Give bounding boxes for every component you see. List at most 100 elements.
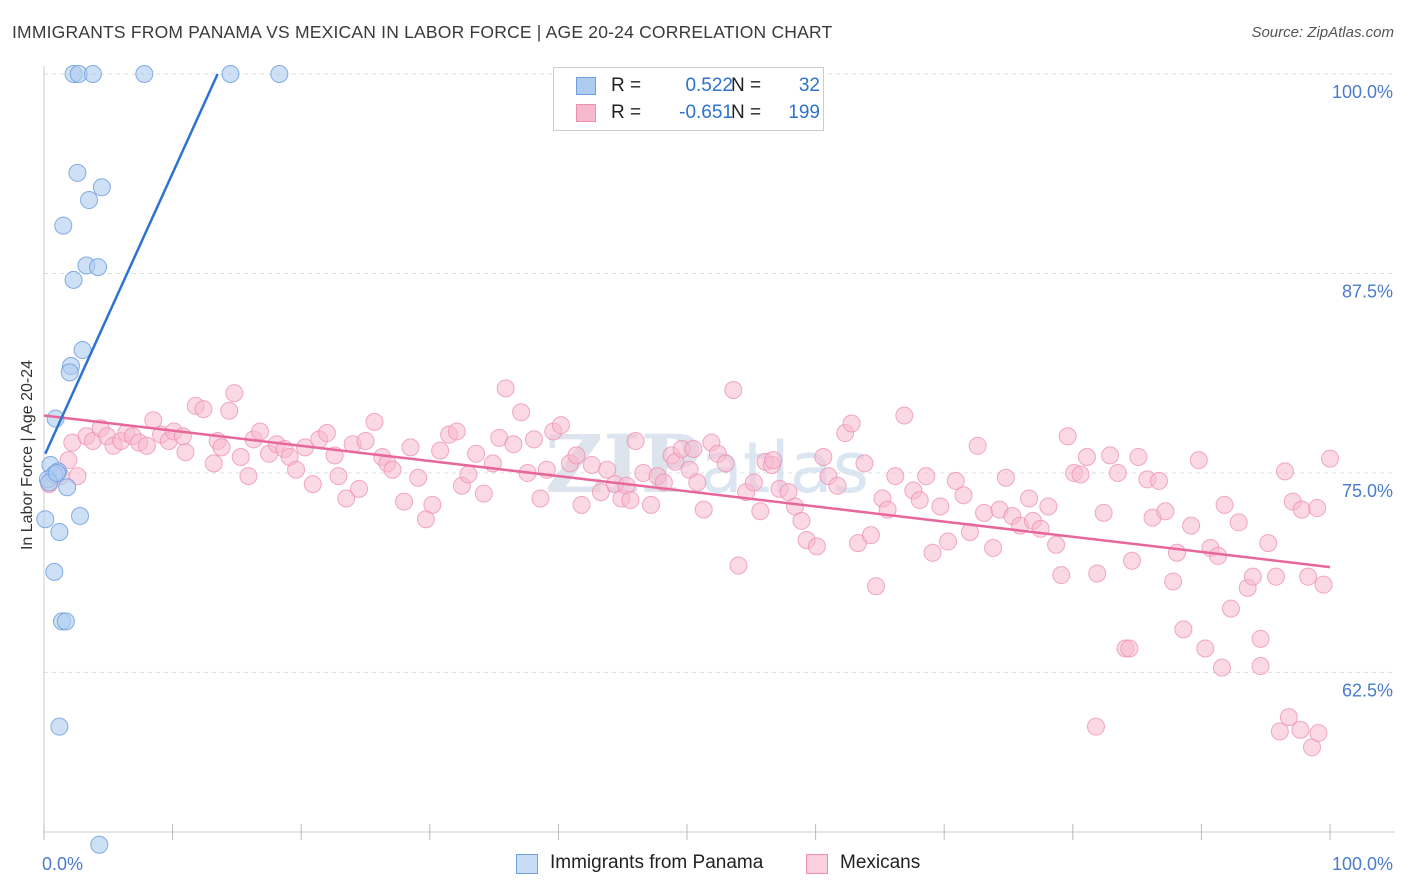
mexicans-point — [1189, 451, 1208, 470]
mexicans-point — [459, 465, 478, 484]
mexicans-point — [68, 467, 87, 486]
y-tick-label: 87.5% — [1342, 281, 1393, 301]
n-value: 199 — [788, 102, 820, 123]
mexicans-point — [861, 526, 880, 545]
mexicans-point — [317, 424, 336, 443]
mexicans-point — [1182, 516, 1201, 535]
mexicans-point — [626, 432, 645, 451]
mexicans-point — [814, 447, 833, 466]
mexicans-point — [504, 435, 523, 454]
mexicans-point — [1020, 489, 1039, 508]
mexicans-point — [220, 401, 239, 420]
panama-trend-line — [44, 73, 219, 455]
panama-point — [45, 562, 64, 581]
mexicans-point — [423, 495, 442, 514]
panama-point — [90, 835, 109, 854]
mexicans-point — [1270, 722, 1289, 741]
legend-label: Mexicans — [840, 852, 921, 873]
mexicans-point — [1251, 657, 1270, 676]
panama-point — [71, 507, 90, 526]
panama-point — [56, 612, 75, 631]
mexicans-point — [194, 400, 213, 419]
mexicans-point — [1122, 551, 1141, 570]
mexicans-point — [1120, 639, 1139, 658]
mexicans-point — [204, 454, 223, 473]
mexicans-point — [1196, 639, 1215, 658]
mexicans-point — [1291, 720, 1310, 739]
y-axis-label: In Labor Force | Age 20-24 — [19, 359, 36, 551]
mexicans-point — [365, 412, 384, 431]
mexicans-point — [654, 473, 673, 492]
legend-swatch-blue — [576, 77, 596, 95]
source-note: Source: ZipAtlas.com — [1251, 24, 1394, 41]
panama-point — [92, 178, 111, 197]
mexicans-point — [512, 403, 531, 422]
panama-point — [83, 64, 102, 83]
panama-point — [50, 522, 69, 541]
mexicans-point — [1229, 513, 1248, 532]
mexicans-point — [1321, 449, 1339, 468]
mexicans-point — [1047, 535, 1066, 554]
mexicans-point — [939, 532, 958, 551]
mexicans-point — [842, 414, 861, 433]
mexicans-point — [895, 406, 914, 425]
mexicans-point — [303, 475, 322, 494]
mexicans-point — [239, 467, 258, 486]
mexicans-point — [849, 534, 868, 553]
mexicans-point — [225, 384, 244, 403]
mexicans-point — [1086, 717, 1105, 736]
mexicans-point — [968, 436, 987, 455]
mexicans-point — [176, 443, 195, 462]
mexicans-point — [744, 473, 763, 492]
mexicans-point — [1309, 724, 1328, 743]
mexicans-point — [1174, 620, 1193, 639]
mexicans-point — [567, 446, 586, 465]
mexicans-trend-line — [43, 414, 1331, 569]
mexicans-point — [1149, 471, 1168, 490]
panama-point — [47, 463, 66, 482]
mexicans-point — [582, 455, 601, 474]
mexicans-point — [1101, 446, 1120, 465]
mexicans-point — [1251, 629, 1270, 648]
panama-point — [135, 64, 154, 83]
mexicans-point — [1058, 427, 1077, 446]
mexicans-point — [1052, 566, 1071, 585]
mexicans-point — [641, 495, 660, 514]
mexicans-point — [287, 460, 306, 479]
mexicans-point — [551, 416, 570, 435]
mexicans-point — [984, 538, 1003, 557]
n-label: N = — [731, 102, 762, 123]
mexicans-point — [383, 460, 402, 479]
mexicans-point — [1299, 567, 1318, 586]
mexicans-point — [231, 447, 250, 466]
mexicans-point — [395, 492, 414, 511]
mexicans-point — [724, 380, 743, 399]
mexicans-point — [1156, 502, 1175, 521]
panama-point — [221, 64, 240, 83]
mexicans-point — [1314, 575, 1333, 594]
chart-title: IMMIGRANTS FROM PANAMA VS MEXICAN IN LAB… — [12, 22, 833, 42]
mexicans-point — [764, 451, 783, 470]
mexicans-point — [572, 495, 591, 514]
mexicans-point — [1292, 500, 1311, 519]
mexicans-point — [59, 451, 78, 470]
mexicans-point — [524, 430, 543, 449]
mexicans-point — [867, 577, 886, 596]
panama-points — [36, 64, 289, 854]
mexicans-point — [356, 432, 375, 451]
mexicans-point — [350, 479, 369, 498]
panama-point — [60, 363, 79, 382]
mexicans-point — [1209, 546, 1228, 565]
mexicans-point — [591, 483, 610, 502]
r-label: R = — [611, 75, 642, 96]
mexicans-point — [1167, 543, 1186, 562]
panama-point — [64, 270, 83, 289]
stats-legend: R = 0.522 N = 32 R = -0.651 N = 199 — [553, 67, 824, 131]
mexicans-point — [975, 503, 994, 522]
mexicans-point — [828, 476, 847, 495]
mexicans-point — [931, 497, 950, 516]
mexicans-point — [694, 500, 713, 519]
mexicans-point — [1308, 499, 1327, 518]
mexicans-point — [1243, 567, 1262, 586]
